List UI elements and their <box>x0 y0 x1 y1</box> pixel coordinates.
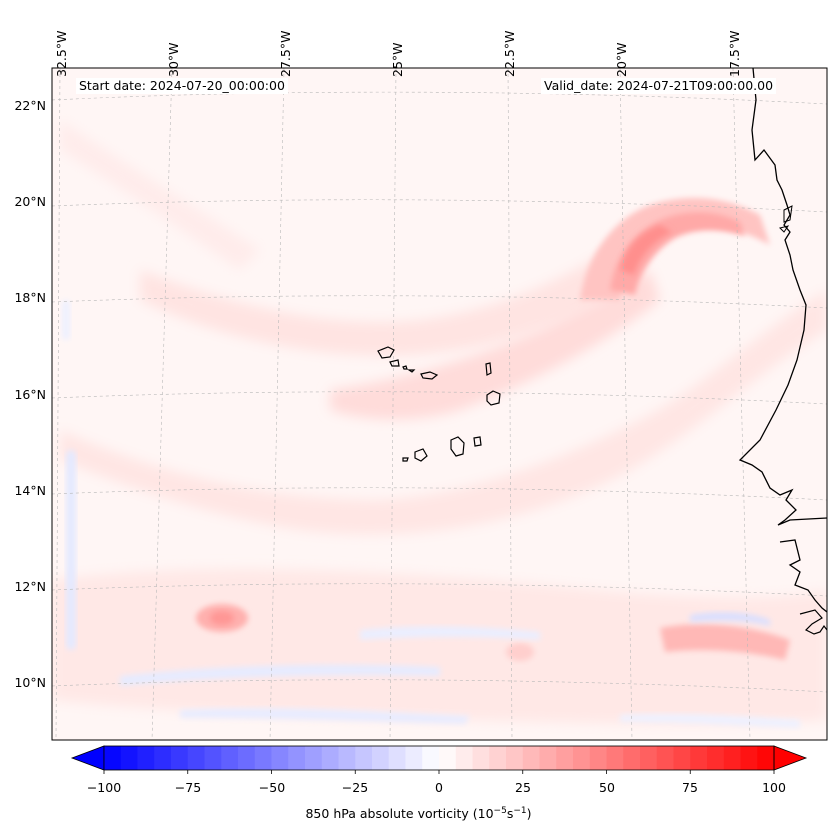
colorbar-step <box>271 746 289 770</box>
lat-label: 14°N <box>14 483 46 498</box>
lat-label: 18°N <box>14 290 46 305</box>
colorbar-step <box>506 746 524 770</box>
colorbar-step <box>104 746 122 770</box>
lon-label: 32.5°W <box>54 30 69 77</box>
map-frame <box>51 67 828 741</box>
colorbar-step <box>589 746 608 770</box>
colorbar-step <box>338 746 356 770</box>
colorbar-step <box>522 746 541 770</box>
colorbar-step <box>623 746 641 770</box>
colorbar-min-extend <box>70 745 105 771</box>
lon-label: 25°W <box>390 42 405 77</box>
colorbar-step <box>321 746 340 770</box>
colorbar-step <box>405 746 423 770</box>
colorbar-label: 850 hPa absolute vorticity (10−5s−1) <box>305 806 532 822</box>
colorbar-tick: 75 <box>682 780 698 795</box>
lat-label: 12°N <box>14 579 46 594</box>
colorbar-step <box>640 746 658 770</box>
colorbar-step <box>656 746 675 770</box>
colorbar-step <box>472 746 490 770</box>
colorbar-step <box>690 746 708 770</box>
colorbar-tick: 100 <box>762 780 786 795</box>
colorbar-step <box>422 746 440 770</box>
colorbar-step <box>372 746 390 770</box>
colorbar-step <box>238 746 256 770</box>
lat-label: 10°N <box>14 675 46 690</box>
colorbar-tick: −50 <box>258 780 286 795</box>
colorbar-step <box>137 746 155 770</box>
valid-date-label: Valid_date: 2024-07-21T09:00:00.00 <box>541 78 777 94</box>
colorbar-step <box>254 746 273 770</box>
colorbar-step <box>539 746 557 770</box>
colorbar-step <box>355 746 373 770</box>
colorbar-step <box>606 746 624 770</box>
colorbar-step <box>171 746 189 770</box>
colorbar <box>70 745 808 774</box>
colorbar-step <box>439 746 457 770</box>
colorbar-step <box>489 746 507 770</box>
colorbar-step <box>388 746 407 770</box>
colorbar-tick: 50 <box>599 780 615 795</box>
colorbar-tick: 0 <box>435 780 443 795</box>
colorbar-step <box>120 746 139 770</box>
colorbar-step <box>740 746 758 770</box>
colorbar-tick: −75 <box>174 780 202 795</box>
vorticity-field <box>52 68 827 740</box>
colorbar-step <box>204 746 222 770</box>
lon-label: 20°W <box>614 42 629 77</box>
colorbar-step <box>187 746 206 770</box>
colorbar-step <box>305 746 323 770</box>
colorbar-step <box>757 746 775 770</box>
colorbar-step <box>573 746 591 770</box>
lon-label: 27.5°W <box>278 30 293 77</box>
colorbar-step <box>707 746 725 770</box>
colorbar-step <box>221 746 239 770</box>
colorbar-tick: 25 <box>515 780 531 795</box>
lon-label: 17.5°W <box>727 30 742 77</box>
start-date-label: Start date: 2024-07-20_00:00:00 <box>76 78 288 94</box>
lat-label: 16°N <box>14 387 46 402</box>
colorbar-tick: −25 <box>341 780 369 795</box>
colorbar-step <box>455 746 474 770</box>
lon-label: 30°W <box>166 42 181 77</box>
lat-label: 20°N <box>14 194 46 209</box>
colorbar-step <box>556 746 574 770</box>
colorbar-step <box>288 746 306 770</box>
lat-label: 22°N <box>14 98 46 113</box>
colorbar-max-extend <box>773 745 808 771</box>
colorbar-step <box>673 746 691 770</box>
colorbar-step <box>154 746 172 770</box>
lon-label: 22.5°W <box>502 30 517 77</box>
colorbar-step <box>723 746 742 770</box>
colorbar-tick: −100 <box>86 780 122 795</box>
